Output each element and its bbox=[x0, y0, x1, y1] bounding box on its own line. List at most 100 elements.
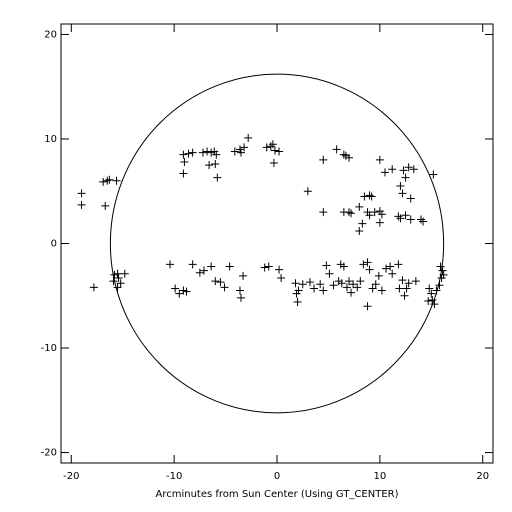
point bbox=[166, 260, 175, 269]
point bbox=[264, 262, 273, 271]
point bbox=[365, 191, 374, 200]
point bbox=[419, 217, 428, 226]
point bbox=[363, 302, 372, 311]
point bbox=[365, 211, 374, 220]
point bbox=[359, 260, 368, 269]
point bbox=[113, 283, 122, 292]
point bbox=[225, 262, 234, 271]
point bbox=[182, 287, 191, 296]
point bbox=[398, 189, 407, 198]
x-tick-label: -20 bbox=[63, 471, 79, 482]
point bbox=[211, 277, 220, 286]
point bbox=[203, 147, 212, 156]
point bbox=[386, 262, 395, 271]
point bbox=[310, 284, 319, 293]
point bbox=[298, 280, 307, 289]
point bbox=[319, 208, 328, 217]
point bbox=[439, 270, 448, 279]
point bbox=[377, 210, 386, 219]
point bbox=[195, 268, 204, 277]
point bbox=[406, 194, 415, 203]
point bbox=[374, 271, 383, 280]
point bbox=[205, 161, 214, 170]
point bbox=[275, 147, 284, 156]
x-axis-label: Arcminutes from Sun Center (Using GT_CEN… bbox=[155, 489, 398, 500]
point bbox=[319, 286, 328, 295]
point bbox=[396, 214, 405, 223]
point bbox=[401, 173, 410, 182]
point bbox=[101, 201, 110, 210]
point bbox=[89, 283, 98, 292]
point bbox=[275, 265, 284, 274]
point bbox=[291, 279, 300, 288]
point bbox=[394, 260, 403, 269]
point bbox=[112, 176, 121, 185]
point bbox=[371, 280, 380, 289]
point bbox=[237, 293, 245, 302]
point bbox=[319, 155, 328, 164]
x-tick-label: 10 bbox=[373, 471, 386, 482]
point bbox=[240, 143, 249, 152]
point bbox=[77, 200, 86, 209]
point bbox=[99, 177, 108, 186]
point bbox=[339, 262, 348, 271]
point bbox=[399, 166, 408, 175]
point bbox=[179, 169, 188, 178]
point bbox=[401, 211, 410, 220]
point bbox=[400, 291, 409, 300]
point bbox=[294, 286, 303, 295]
point bbox=[436, 262, 445, 271]
point bbox=[370, 208, 379, 217]
point bbox=[375, 218, 384, 227]
point bbox=[427, 289, 436, 298]
point bbox=[269, 159, 278, 168]
point bbox=[358, 219, 367, 228]
point bbox=[103, 176, 112, 185]
point bbox=[216, 278, 225, 287]
point bbox=[365, 265, 374, 274]
point bbox=[438, 266, 447, 275]
y-tick-label: 20 bbox=[44, 29, 57, 40]
point bbox=[277, 273, 286, 282]
point bbox=[388, 165, 397, 174]
point bbox=[355, 202, 364, 211]
point bbox=[239, 271, 248, 280]
y-tick-label: 10 bbox=[44, 134, 57, 145]
point bbox=[179, 150, 188, 159]
point bbox=[355, 226, 364, 235]
x-tick-label: 20 bbox=[476, 471, 489, 482]
point bbox=[347, 209, 356, 218]
point bbox=[230, 147, 239, 156]
point bbox=[325, 269, 334, 278]
point bbox=[184, 149, 193, 158]
point bbox=[260, 263, 269, 272]
point bbox=[429, 170, 438, 179]
plot-frame bbox=[60, 23, 494, 464]
point bbox=[188, 260, 197, 269]
point bbox=[266, 142, 275, 151]
y-tick-label: -20 bbox=[41, 448, 57, 459]
point bbox=[432, 286, 441, 295]
point bbox=[268, 140, 277, 149]
point bbox=[406, 215, 415, 224]
point bbox=[77, 189, 86, 198]
point bbox=[396, 182, 405, 191]
x-tick-label: -10 bbox=[166, 471, 182, 482]
point bbox=[213, 173, 222, 182]
point bbox=[175, 289, 184, 298]
point bbox=[363, 258, 372, 267]
point bbox=[109, 277, 118, 286]
point bbox=[417, 215, 425, 224]
point bbox=[235, 286, 244, 295]
point bbox=[329, 281, 338, 290]
point bbox=[360, 192, 369, 201]
y-tick-label: -10 bbox=[41, 343, 57, 354]
point bbox=[341, 151, 350, 160]
point bbox=[332, 145, 341, 154]
point bbox=[345, 277, 353, 286]
point bbox=[353, 283, 362, 292]
y-tick-label: 0 bbox=[51, 239, 57, 250]
point bbox=[402, 284, 411, 293]
point bbox=[188, 148, 197, 157]
